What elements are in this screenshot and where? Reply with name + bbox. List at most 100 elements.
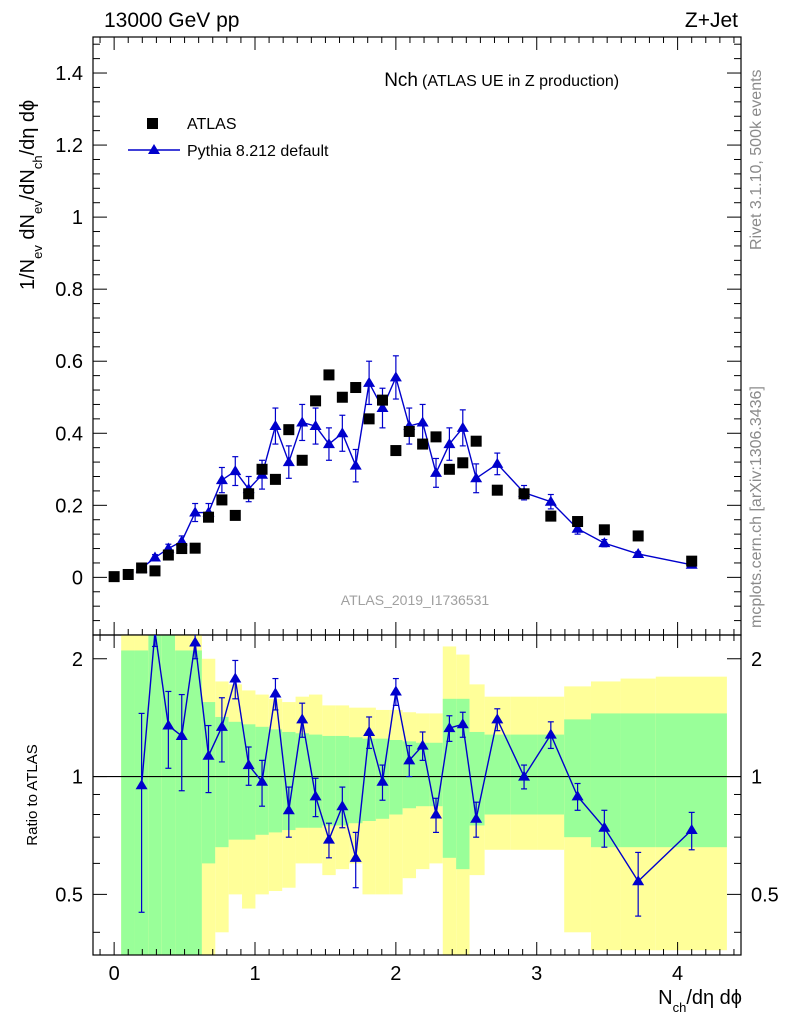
mc-point [470,472,483,483]
ratio-band-inner [620,713,656,848]
chart-subtitle: (ATLAS UE in Z production) [422,73,619,90]
data-point [470,435,482,447]
main-y-tick-label: 0.8 [55,279,83,301]
mc-point [229,465,242,476]
ratio-band-inner [161,635,176,955]
data-point [216,494,228,506]
data-point [136,562,148,574]
data-point [376,394,388,406]
ratio-band-inner [416,742,430,807]
ratio-band-inner [389,740,403,815]
ratio-point [135,779,148,790]
main-y-tick-label: 1.2 [55,135,83,157]
data-point [283,424,295,436]
mc-point [189,506,202,517]
ratio-point [162,719,175,730]
ratio-y-tick-label-left: 2 [72,649,83,671]
ratio-axes: 0 1 2 3 4 0.5 0.5 1 1 2 2 [55,634,779,985]
data-point [310,395,322,407]
ratio-point [242,759,255,770]
main-y-tick-label: 1.4 [55,63,83,85]
x-axis-label: Nch/dη dϕ [658,987,742,1015]
ratio-point [518,770,531,781]
data-point [363,413,375,425]
mc-point [336,427,349,438]
ratio-y-tick-label-right: 0.5 [751,884,779,906]
data-point [518,488,530,500]
mc-point [309,420,322,431]
legend-atlas-marker [147,118,158,129]
ratio-band-inner [282,731,296,831]
ratio-point [215,720,228,731]
ratio-point [470,812,483,823]
data-point [149,565,161,577]
legend-atlas-label: ATLAS [187,116,237,133]
main-y-tick-label: 0.2 [55,495,83,517]
data-point [256,463,268,475]
ratio-band-inner [175,650,189,955]
mc-point [443,438,456,449]
ratio-point [598,821,611,832]
mc-point [376,402,389,413]
mc-point [416,416,429,427]
ratio-point [336,800,349,811]
x-tick-label: 2 [390,963,401,985]
mc-line [141,375,692,569]
ratio-point [256,775,269,786]
mc-point [282,456,295,467]
mc-point [322,438,335,449]
legend-pythia-marker [148,144,160,154]
ratio-band-inner [484,734,511,815]
ratio-point [189,636,202,647]
ratio-point [282,804,295,815]
mc-point [215,474,228,485]
data-point [390,445,402,457]
ratio-point [456,718,469,729]
x-tick-label: 0 [109,963,120,985]
data-point [122,568,134,580]
ratio-point [430,808,443,819]
ratio-band-inner [295,733,309,828]
mc-point [456,421,469,432]
data-point [296,454,308,466]
main-y-tick-label: 0 [72,567,83,589]
analysis-id: ATLAS_2019_I1736531 [341,592,490,608]
mc-point [269,420,282,431]
x-tick-label: 1 [249,963,260,985]
data-point [403,425,415,437]
data-point [336,391,348,403]
data-point [545,510,557,522]
ratio-band-inner [335,735,350,826]
legend-pythia-label: Pythia 8.212 default [187,143,329,160]
mc-point [598,537,611,548]
ratio-series [135,635,698,917]
ratio-band-inner [188,650,202,955]
ratio-band-inner [429,742,443,807]
mc-point [296,416,309,427]
ratio-point [322,833,335,844]
data-point [572,516,584,528]
ratio-point [349,851,362,862]
ratio-band-inner [148,635,162,955]
legend: ATLAS Pythia 8.212 default [128,116,329,160]
ratio-band-inner [322,735,336,826]
ratio-point [269,687,282,698]
ratio-band-inner [228,721,243,840]
ratio-point [544,728,557,739]
mc-point [491,457,504,468]
main-y-axis-label: 1/Nev dNev/dNch/dη dϕ [17,100,45,290]
ratio-point [376,775,389,786]
mc-point [363,376,376,387]
data-point [108,571,120,583]
ratio-band-inner [121,650,135,955]
ratio-point [389,685,402,696]
data-point [189,542,201,554]
main-y-tick-label: 0.6 [55,351,83,373]
data-point [598,524,610,536]
ratio-point [685,824,698,835]
data-point [203,511,215,523]
ratio-uncertainty-bands [121,635,727,955]
ratio-point [296,713,309,724]
ratio-frame [92,634,742,956]
